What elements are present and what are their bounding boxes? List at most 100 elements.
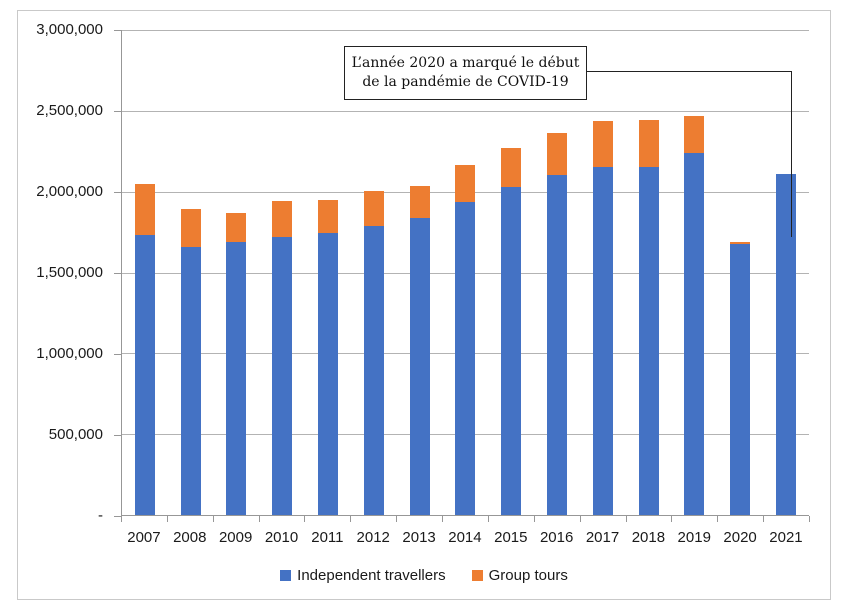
y-axis-tick [114,111,122,112]
x-axis-tick [304,516,306,522]
annotation-line2: de la pandémie de COVID-19 [362,74,569,90]
bar-slot [351,30,397,515]
bar-segment-2011 [318,199,339,233]
bar-slot [305,30,351,515]
x-axis-label: 2011 [311,529,344,546]
x-axis-label: 2010 [264,529,299,546]
y-axis-tick [114,30,122,31]
bar-slot [717,30,763,515]
x-axis-label: 2009 [218,529,253,546]
bar-segment-2013 [409,218,430,515]
y-axis-label: 1,000,000 [36,345,103,362]
bar-segment-2020 [730,244,751,515]
bar-slot [763,30,809,515]
x-axis-label: 2012 [356,529,390,546]
bar-slot [534,30,580,515]
plot-area [121,30,809,516]
y-axis-label: 1,500,000 [36,264,103,281]
bar-slot [122,30,168,515]
annotation-leader-horizontal [586,71,791,72]
legend: Independent travellers Group tours [18,567,830,584]
x-axis-tick [809,516,810,522]
x-axis-tick [258,516,260,522]
y-axis-tick [114,192,122,193]
chart-container: 2007 2008 2009 2010 2011 2012 2013 2014 2015 2016… [17,10,831,600]
legend-label: Group tours [488,567,568,584]
y-axis-label: 500,000 [48,426,103,443]
bar-slot [488,30,534,515]
y-axis-tick [114,516,122,517]
x-axis-label: 2007 [127,529,161,546]
annotation-box: L’année 2020 a marqué le début de la pan… [344,46,587,100]
x-axis-tick [533,516,535,522]
bar-segment-2012 [363,190,384,226]
y-axis-tick [114,354,122,355]
bar-slot [672,30,718,515]
y-axis-label: - [98,507,103,524]
y-axis-tick [114,435,122,436]
legend-item-independent-travellers: Independent travellers [280,567,446,584]
y-axis-label: 2,000,000 [36,183,103,200]
bar-segment-2008 [180,246,201,515]
x-axis-label: 2020 [723,529,757,546]
bar-slot [626,30,672,515]
y-axis-tick [114,273,122,274]
x-axis-tick [763,516,765,522]
bar-segment-2016 [547,174,568,515]
x-axis-tick [121,516,122,522]
bar-segment-2021 [776,173,797,515]
bar-segment-2011 [318,232,339,515]
y-gridline [122,110,809,112]
bar-segment-2007 [134,184,155,236]
x-axis-tick [717,516,719,522]
x-axis-label: 2017 [585,529,620,546]
bar-slot [443,30,489,515]
bar-segment-2013 [409,186,430,219]
x-axis-tick [396,516,398,522]
bar-slot [397,30,443,515]
bar-segment-2009 [226,212,247,242]
bar-segment-2007 [134,235,155,515]
legend-label: Independent travellers [297,567,446,584]
y-axis-label: 2,500,000 [36,102,103,119]
bar-segment-2015 [501,186,522,515]
bar-segment-2020 [730,241,751,245]
bar-segment-2008 [180,208,201,247]
bar-segment-2019 [684,152,705,515]
bar-segment-2010 [272,201,293,237]
y-axis-label: 3,000,000 [36,21,103,38]
bar-segment-2015 [501,148,522,187]
x-axis-tick [487,516,489,522]
x-axis-label: 2008 [173,529,207,546]
x-axis-label: 2018 [631,529,666,546]
bar-segment-2016 [547,132,568,175]
bar-segment-2018 [638,167,659,515]
x-axis-tick [442,516,444,522]
x-axis-tick [166,516,168,522]
bar-slot [168,30,214,515]
x-axis-tick [625,516,627,522]
bar-segment-2017 [592,121,613,167]
annotation-line1: L’année 2020 a marqué le début [351,55,580,71]
legend-swatch-blue [280,570,292,581]
x-axis-label: 2014 [448,529,482,546]
x-axis-tick [350,516,352,522]
x-axis-label: 2013 [402,529,436,546]
x-axis-tick [212,516,214,522]
y-gridline [122,30,809,31]
x-axis-label: 2021 [769,529,803,546]
x-axis-label: 2016 [539,529,574,546]
x-axis-label: 2015 [494,529,528,546]
bar-segment-2012 [363,225,384,515]
x-axis-tick [579,516,581,522]
bar-slot [214,30,260,515]
bar-segment-2014 [455,202,476,515]
legend-item-group-tours: Group tours [471,567,568,584]
bar-segment-2019 [684,115,705,153]
bar-segment-2009 [226,241,247,515]
x-axis-tick [671,516,673,522]
x-axis-label: 2019 [677,529,711,546]
bar-segment-2017 [592,166,613,515]
bar-slot [580,30,626,515]
annotation-leader-vertical [791,71,792,237]
